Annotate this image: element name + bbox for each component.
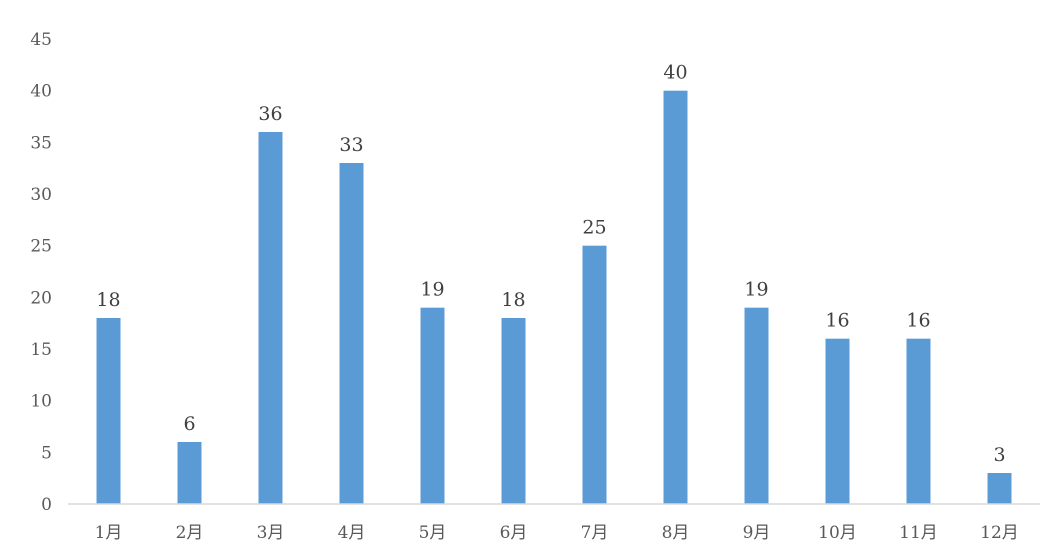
- y-tick-label: 20: [30, 288, 52, 308]
- data-label: 36: [258, 103, 282, 125]
- x-tick-label: 8月: [662, 523, 690, 543]
- bar: [987, 473, 1012, 504]
- x-tick-label: 11月: [899, 523, 938, 543]
- y-tick-label: 15: [30, 340, 52, 360]
- x-tick-label: 3月: [257, 523, 285, 543]
- bar: [582, 245, 607, 504]
- x-axis-ticks: 1月 2月 3月 4月 5月 6月 7月 8月 9月 10月 11月 12月: [95, 523, 1019, 543]
- data-label: 40: [663, 62, 687, 84]
- x-tick-label: 10月: [818, 523, 857, 543]
- data-label: 25: [582, 217, 606, 239]
- y-tick-label: 5: [41, 443, 52, 463]
- x-tick-label: 9月: [743, 523, 771, 543]
- y-tick-label: 25: [30, 237, 52, 257]
- bar: [258, 132, 283, 504]
- x-tick-label: 4月: [338, 523, 366, 543]
- data-labels: 18 6 36 33 19 18 25 40 19 16 16 3: [96, 62, 1005, 466]
- data-label: 19: [744, 279, 768, 301]
- bar: [96, 318, 121, 504]
- bar: [501, 318, 526, 504]
- y-tick-label: 0: [41, 495, 52, 515]
- y-tick-label: 45: [30, 30, 52, 50]
- x-tick-label: 7月: [581, 523, 609, 543]
- y-tick-label: 40: [30, 82, 52, 102]
- data-label: 18: [501, 289, 525, 311]
- bar: [177, 442, 202, 504]
- data-label: 18: [96, 289, 120, 311]
- x-tick-label: 2月: [176, 523, 204, 543]
- data-label: 6: [183, 413, 195, 435]
- bar: [906, 338, 931, 504]
- y-axis-ticks: 0 5 10 15 20 25 30 35 40 45: [30, 30, 52, 515]
- bar: [825, 338, 850, 504]
- bar: [339, 163, 364, 504]
- y-tick-label: 30: [30, 185, 52, 205]
- bar: [420, 307, 445, 504]
- bar: [744, 307, 769, 504]
- y-tick-label: 35: [30, 133, 52, 153]
- data-label: 16: [825, 310, 849, 332]
- data-label: 19: [420, 279, 444, 301]
- x-tick-label: 12月: [980, 523, 1019, 543]
- data-label: 16: [906, 310, 930, 332]
- x-tick-label: 6月: [500, 523, 528, 543]
- y-tick-label: 10: [30, 392, 52, 412]
- x-tick-label: 5月: [419, 523, 447, 543]
- x-tick-label: 1月: [95, 523, 123, 543]
- data-label: 33: [339, 134, 363, 156]
- data-label: 3: [993, 444, 1005, 466]
- bars: [96, 90, 1012, 505]
- bar: [663, 90, 688, 505]
